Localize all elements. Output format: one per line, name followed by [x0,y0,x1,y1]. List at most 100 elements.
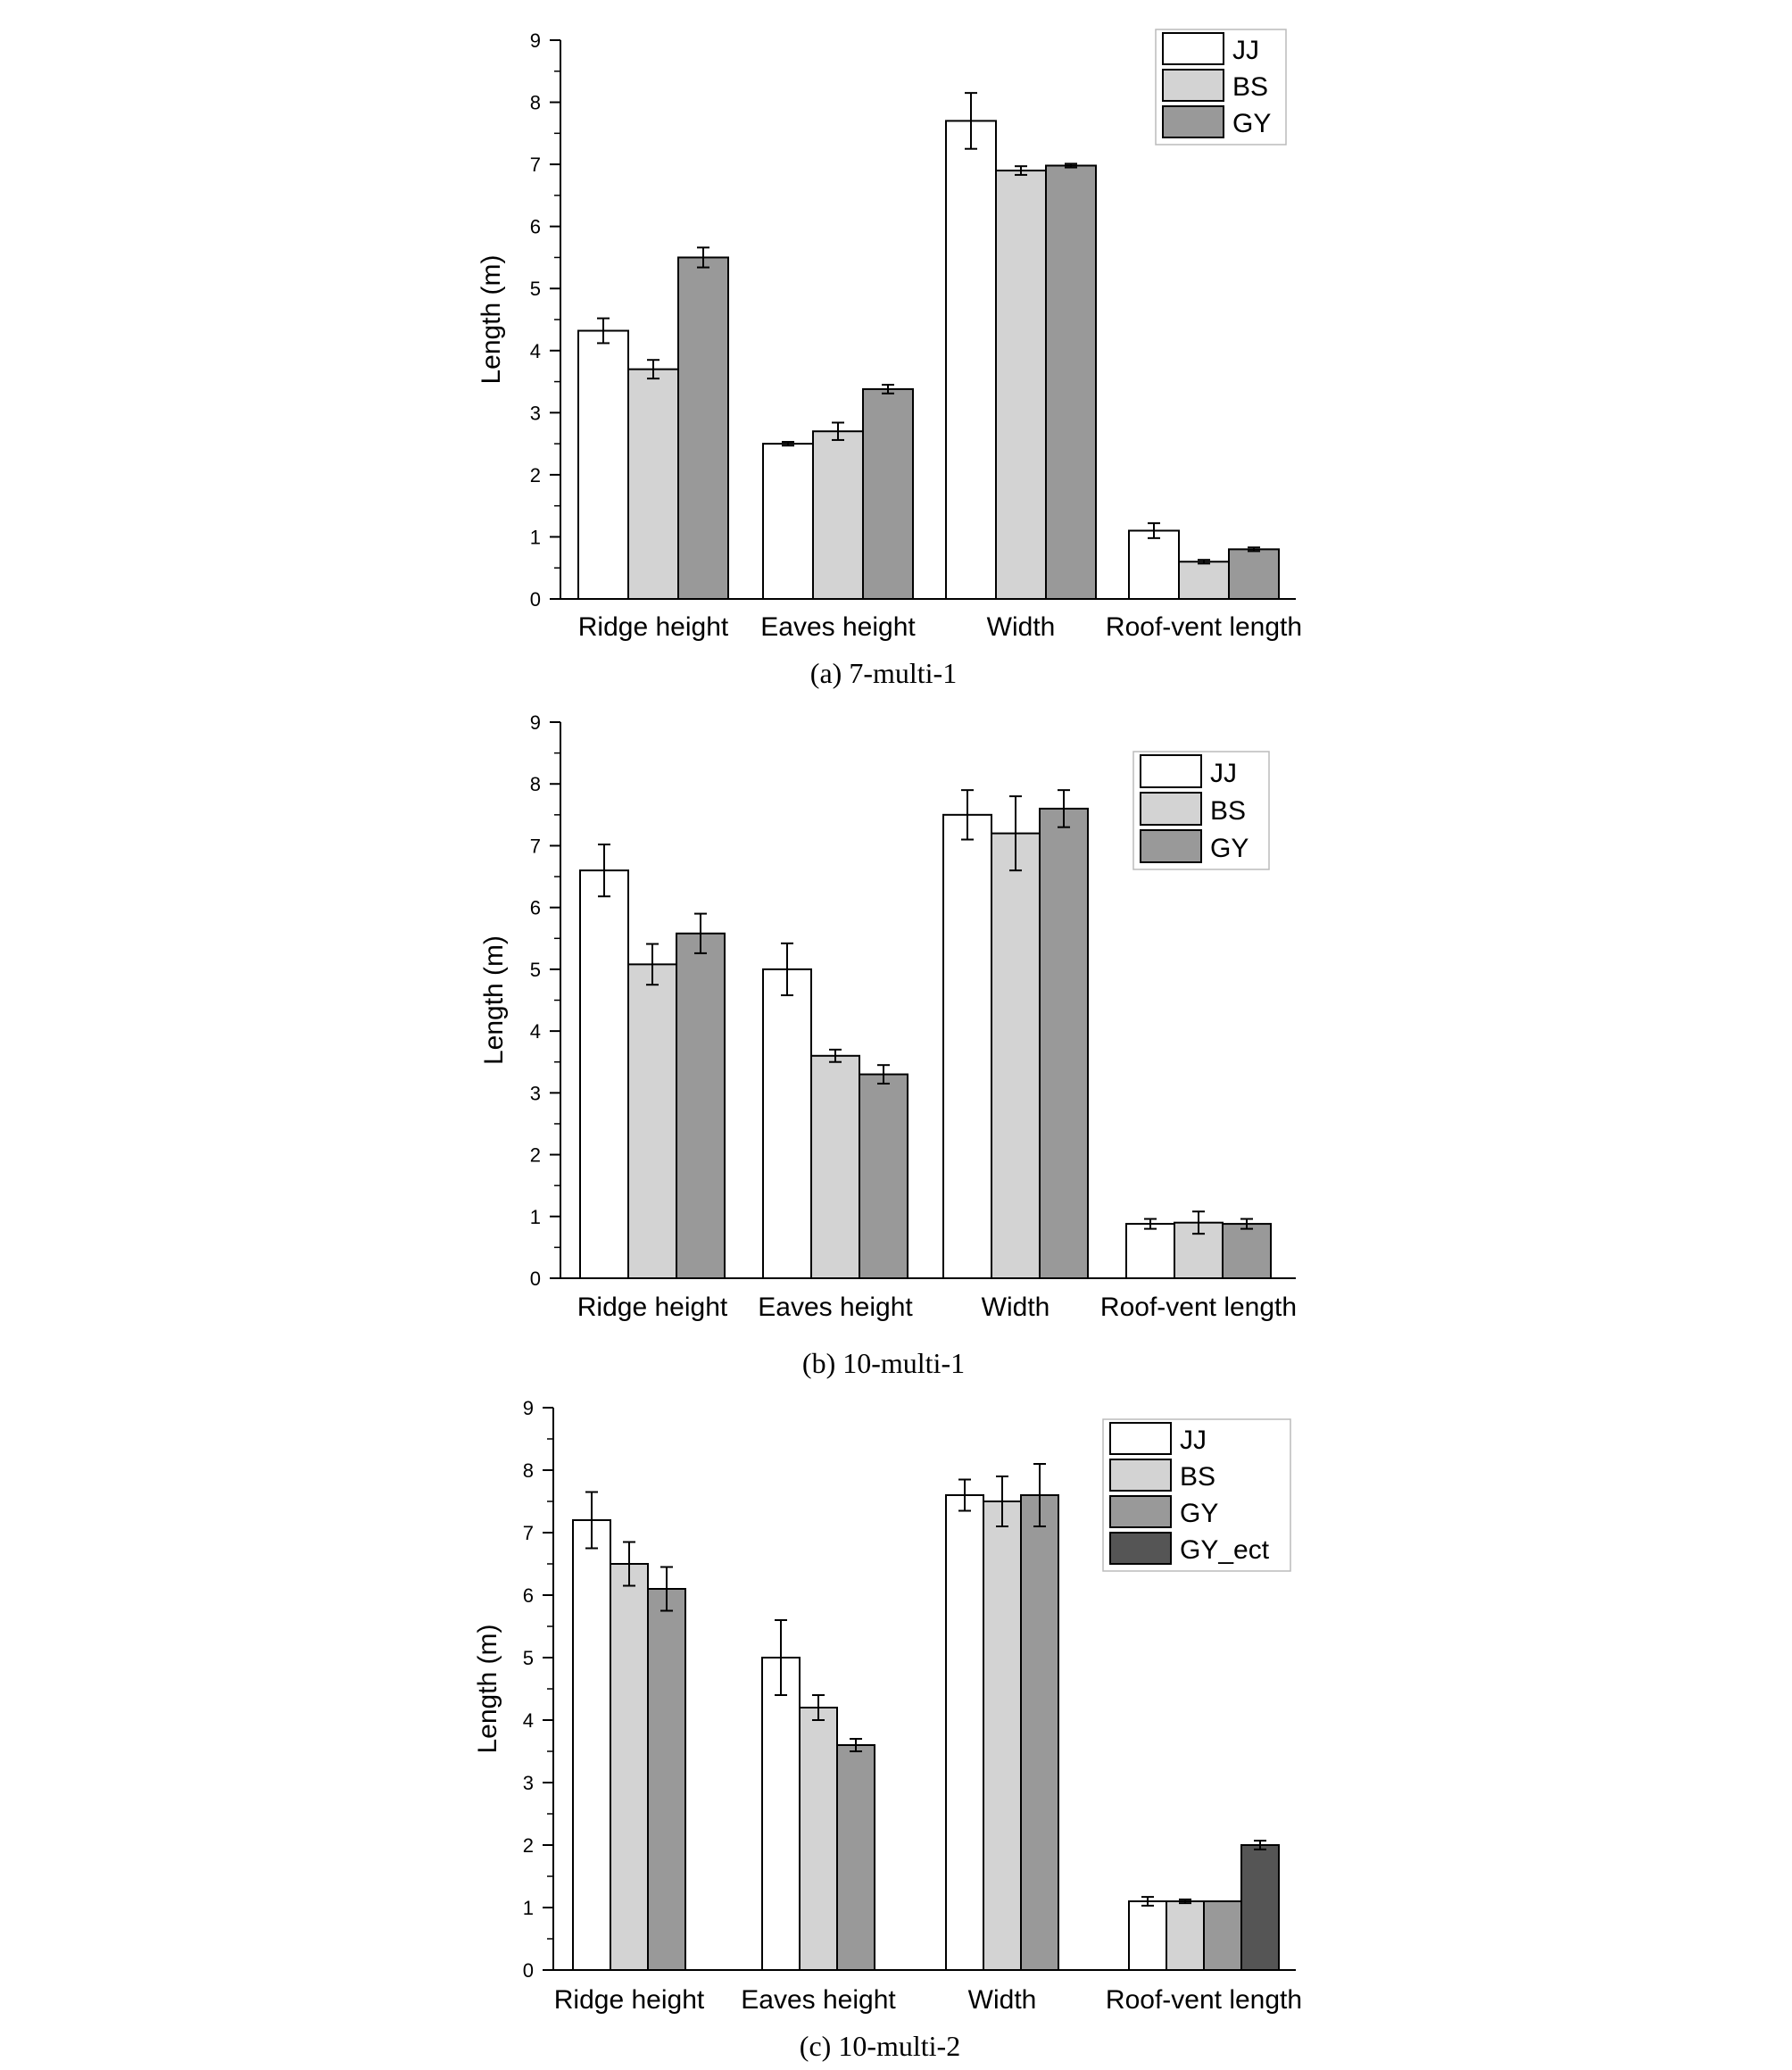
y-tick-label: 8 [530,92,541,114]
x-category-label: Eaves height [760,612,916,642]
y-tick-label: 1 [523,1897,534,1919]
bar-gy-roof-vent-length [1203,1900,1242,1971]
y-tick-label: 9 [530,711,541,734]
y-tick-label: 0 [530,588,541,611]
bar-gy-width [1020,1494,1059,1971]
x-category-label: Width [987,612,1056,642]
x-category-label: Width [968,1985,1037,2015]
y-tick-label: 4 [530,1020,541,1043]
y-axis-title: Length (m) [477,254,506,384]
bar-jj-roof-vent-length [1128,1900,1167,1971]
bar-gy-eaves-height [859,1073,908,1279]
y-tick-label: 6 [530,897,541,919]
bar-bs-eaves-height [812,430,864,601]
x-category-label: Ridge height [577,1293,728,1322]
x-category-label: Ridge height [554,1985,705,2015]
chart-panel-3: 0 1 2 3 4 5 6 7 8 9 Length (m) Ridge height Eaves he… [473,1397,1302,2062]
y-tick-label: 7 [530,154,541,176]
y-tick-label: 1 [530,1206,541,1228]
bar-gy-width [1045,164,1097,600]
y-tick-label: 2 [530,464,541,486]
legend-label: JJ [1210,759,1237,788]
y-tick-label: 3 [530,1082,541,1104]
y-tick-label: 2 [530,1144,541,1167]
bar-bs-eaves-height [810,1054,860,1280]
x-category-label: Eaves height [758,1293,913,1322]
legend-label: GY [1210,834,1249,863]
bar-jj-width [945,1494,984,1971]
bar-jj-eaves-height [762,968,812,1280]
y-tick-label: 8 [530,773,541,795]
x-category-label: Roof-vent length [1100,1293,1297,1322]
legend-swatch [1162,69,1224,102]
legend-swatch [1162,32,1224,65]
legend-label: GY_ect [1180,1535,1270,1565]
y-tick-label: 4 [530,340,541,362]
bar-jj-eaves-height [762,443,814,600]
bar-bs-ridge-height [627,368,679,600]
bar-bs-ridge-height [610,1563,649,1971]
legend-swatch [1109,1532,1172,1565]
bar-bs-ridge-height [627,963,677,1279]
x-category-label: Width [982,1293,1050,1322]
bar-gy-ridge-height [676,932,726,1279]
bar-gy-ridge-height [677,256,729,600]
y-axis-title: Length (m) [473,1624,502,1753]
bar-jj-ridge-height [577,329,629,600]
bar-bs-width [983,1501,1022,1971]
x-category-label: Eaves height [741,1985,896,2015]
bar-gy-ridge-height [647,1588,686,1971]
x-category-label: Ridge height [578,612,729,642]
panel-caption: (a) 7-multi-1 [810,657,957,689]
y-tick-label: 6 [530,216,541,238]
bar-bs-roof-vent-length [1178,561,1230,600]
y-tick-label: 7 [530,835,541,857]
legend-label: JJ [1180,1426,1207,1455]
bar-gy-eaves-height [836,1744,875,1971]
y-tick-label: 7 [523,1522,534,1544]
y-tick-label: 3 [523,1772,534,1794]
y-tick-label: 1 [530,526,541,548]
y-tick-label: 9 [523,1397,534,1419]
bar-gy-eaves-height [862,387,914,600]
y-tick-label: 6 [523,1584,534,1607]
bar-bs-width [995,170,1047,600]
panel-caption: (b) 10-multi-1 [802,1347,965,1379]
panel-caption: (c) 10-multi-2 [800,2030,960,2062]
y-axis-title: Length (m) [479,935,509,1065]
y-tick-label: 5 [530,959,541,981]
legend-swatch [1109,1495,1172,1528]
y-tick-label: 3 [530,402,541,424]
y-tick-label: 9 [530,29,541,52]
chart-panel-2: 0 1 2 3 4 5 6 7 8 9 Length (m) Ridge height Eaves he… [479,711,1297,1379]
bar-jj-roof-vent-length [1125,1223,1175,1280]
x-category-label: Roof-vent length [1106,612,1302,642]
bar-jj-width [942,813,992,1279]
legend-swatch [1109,1459,1172,1492]
bar-jj-width [945,120,997,600]
legend-swatch [1162,105,1224,138]
bar-bs-roof-vent-length [1166,1900,1205,1971]
legend-label: GY [1232,109,1271,138]
y-tick-label: 4 [523,1709,534,1732]
bar-gy-roof-vent-length [1228,548,1280,600]
y-tick-label: 5 [523,1647,534,1669]
legend-swatch [1140,754,1202,788]
bar-jj-ridge-height [579,869,629,1280]
y-tick-label: 5 [530,278,541,300]
legend-label: BS [1210,796,1246,826]
y-tick-label: 0 [530,1268,541,1290]
legend-swatch [1140,792,1202,826]
chart-panel-1: 0 1 2 3 4 5 6 7 8 9 Length (m) Ridge height Eaves he… [477,29,1302,689]
x-category-label: Roof-vent length [1106,1985,1302,2015]
y-tick-label: 2 [523,1834,534,1857]
bar-gy-width [1039,807,1089,1279]
bar-bs-width [991,832,1041,1279]
bar-bs-eaves-height [799,1707,838,1971]
y-tick-label: 8 [523,1459,534,1482]
bar-jj-roof-vent-length [1128,529,1180,600]
legend-swatch [1109,1422,1172,1455]
bar-gy-roof-vent-length [1222,1223,1272,1280]
y-tick-label: 0 [523,1959,534,1982]
